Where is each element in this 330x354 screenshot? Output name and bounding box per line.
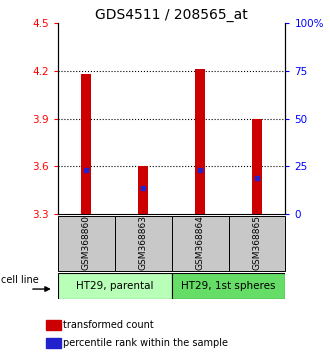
FancyBboxPatch shape — [172, 216, 228, 271]
Title: GDS4511 / 208565_at: GDS4511 / 208565_at — [95, 8, 248, 22]
Text: GSM368864: GSM368864 — [196, 215, 205, 270]
Text: HT29, 1st spheres: HT29, 1st spheres — [181, 281, 276, 291]
FancyBboxPatch shape — [228, 216, 285, 271]
Bar — [47, 320, 61, 330]
Text: percentile rank within the sample: percentile rank within the sample — [63, 338, 228, 348]
Text: transformed count: transformed count — [63, 320, 154, 330]
Text: GSM368865: GSM368865 — [252, 215, 261, 270]
Bar — [138, 166, 148, 214]
Text: GSM368860: GSM368860 — [82, 215, 91, 270]
FancyBboxPatch shape — [115, 216, 172, 271]
FancyBboxPatch shape — [172, 273, 285, 299]
Bar — [47, 338, 61, 348]
Bar — [252, 119, 262, 214]
FancyBboxPatch shape — [58, 216, 115, 271]
Bar — [195, 69, 205, 214]
Text: GSM368863: GSM368863 — [139, 215, 148, 270]
Bar — [81, 74, 91, 214]
Text: HT29, parental: HT29, parental — [76, 281, 153, 291]
FancyBboxPatch shape — [58, 273, 172, 299]
Text: cell line: cell line — [1, 275, 39, 285]
